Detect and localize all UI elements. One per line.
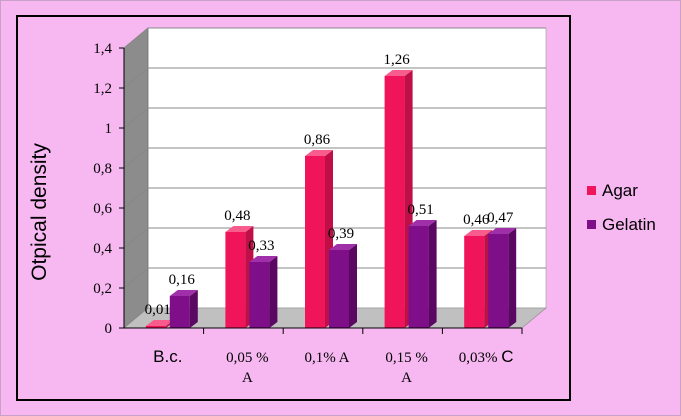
bar-front bbox=[249, 262, 270, 328]
bar-gelatin bbox=[329, 244, 357, 328]
y-axis-label: Otpical density bbox=[28, 143, 51, 281]
legend-swatch-agar bbox=[587, 186, 596, 195]
bar-front bbox=[169, 296, 190, 328]
x-category-label: 0,1% A bbox=[305, 350, 350, 366]
data-label-gelatin: 0,47 bbox=[487, 210, 514, 226]
x-axis-categories: B.c. 0,05 % A 0,1% A 0,15 % A 0,03% C bbox=[124, 327, 523, 386]
data-label-agar: 0,48 bbox=[224, 208, 250, 224]
side-wall bbox=[123, 27, 149, 329]
bar-front bbox=[225, 232, 246, 328]
bars bbox=[145, 70, 517, 328]
y-tick-label: 0 bbox=[105, 321, 113, 337]
gridline bbox=[123, 67, 546, 89]
bar-top bbox=[305, 150, 333, 156]
y-tick-label: 0,2 bbox=[93, 281, 112, 297]
data-label-gelatin: 0,51 bbox=[407, 202, 433, 218]
data-label-gelatin: 0,33 bbox=[248, 238, 274, 254]
bar-top bbox=[488, 228, 517, 234]
gridline bbox=[123, 27, 546, 49]
bar-side bbox=[269, 256, 278, 328]
bar-gelatin bbox=[408, 220, 437, 328]
bar-top bbox=[384, 70, 413, 76]
bar-front bbox=[464, 236, 485, 328]
y-tick-label: 0,8 bbox=[93, 161, 112, 177]
bar-side bbox=[428, 220, 437, 328]
bar-side bbox=[508, 228, 517, 328]
bar-front bbox=[488, 234, 509, 328]
y-tick-label: 0,4 bbox=[93, 241, 112, 257]
bar-front bbox=[384, 76, 405, 328]
category-part: C bbox=[501, 347, 513, 366]
bar-front bbox=[408, 226, 429, 328]
bar-side bbox=[349, 244, 357, 328]
x-category-label: 0,15 % bbox=[385, 350, 428, 366]
bar-side bbox=[189, 290, 198, 328]
bar-top bbox=[408, 220, 437, 226]
bar-top bbox=[249, 256, 278, 262]
bar-gelatin bbox=[169, 290, 198, 328]
bar-gelatin bbox=[488, 228, 517, 328]
bar-front bbox=[145, 326, 166, 328]
data-label-agar: 0,01 bbox=[145, 302, 171, 318]
x-category-label: A bbox=[401, 370, 412, 386]
gridline bbox=[123, 147, 546, 169]
data-label-agar: 0,46 bbox=[463, 212, 490, 228]
data-labels: 0,01 0,16 0,48 0,33 0,86 0,39 1,26 0,51 0,460,47 bbox=[145, 52, 514, 318]
x-category-label: B.c. bbox=[153, 347, 182, 366]
bar-top bbox=[329, 244, 357, 250]
y-tick-label: 0,6 bbox=[93, 201, 112, 217]
data-label-agar: 0,86 bbox=[304, 132, 331, 148]
bar-top bbox=[464, 230, 493, 236]
bar-gelatin bbox=[249, 256, 278, 328]
x-category-label: 0,05 % bbox=[226, 350, 269, 366]
y-tick-label: 1 bbox=[105, 121, 113, 137]
y-tick-label: 1,4 bbox=[93, 41, 112, 57]
bar-top bbox=[169, 290, 198, 296]
data-label-gelatin: 0,16 bbox=[169, 272, 196, 288]
bar-agar bbox=[384, 70, 413, 328]
legend-swatch-gelatin bbox=[587, 220, 596, 229]
y-axis-ticks: 0 0,2 0,4 0,6 0,8 1 1,2 1,4 bbox=[93, 41, 125, 337]
gridline bbox=[123, 187, 546, 209]
legend: Agar Gelatin bbox=[587, 181, 656, 234]
bar-agar bbox=[464, 230, 493, 328]
x-category-label: 0,03% C bbox=[459, 347, 514, 366]
legend-label-gelatin: Gelatin bbox=[602, 215, 656, 234]
y-tick-label: 1,2 bbox=[93, 81, 112, 97]
gridline bbox=[123, 107, 546, 129]
bar-top bbox=[145, 320, 174, 326]
category-part: 0,03% bbox=[459, 350, 502, 366]
bar-top bbox=[225, 226, 254, 232]
legend-label-agar: Agar bbox=[602, 181, 638, 200]
x-category-label: A bbox=[242, 370, 253, 386]
bar-front bbox=[305, 156, 325, 328]
data-label-agar: 1,26 bbox=[383, 52, 410, 68]
data-label-gelatin: 0,39 bbox=[328, 226, 354, 242]
bar-front bbox=[329, 250, 349, 328]
